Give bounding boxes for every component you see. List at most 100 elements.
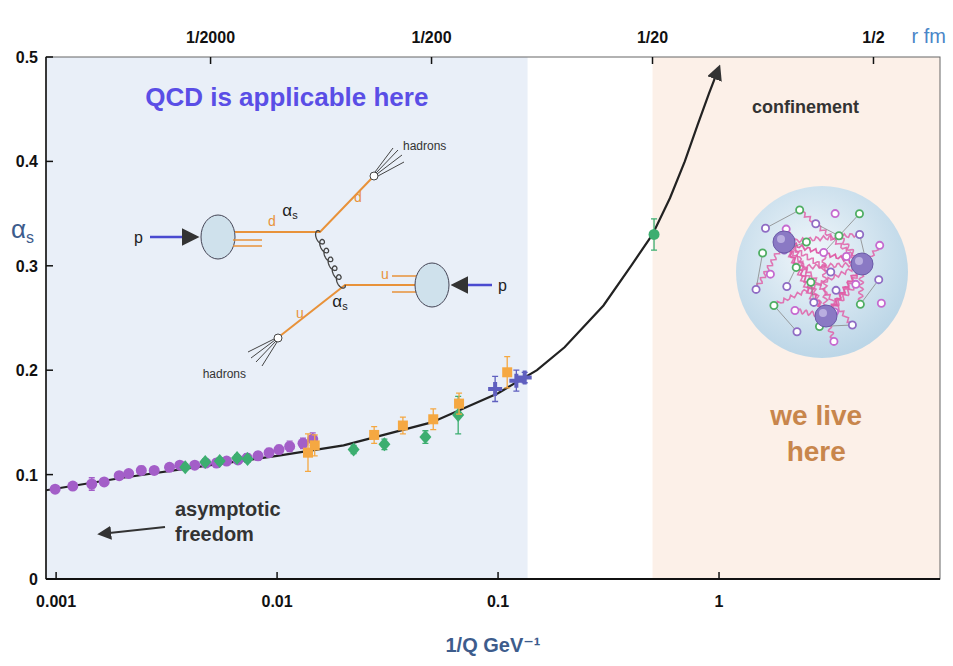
parton (876, 242, 883, 249)
x-tick (497, 572, 499, 579)
parton (843, 253, 850, 260)
data-point (452, 408, 464, 422)
y-tick-label: 0.3 (16, 258, 38, 275)
plot-area (46, 57, 940, 579)
parton (783, 283, 790, 290)
parton (807, 279, 814, 286)
parton (796, 206, 803, 213)
region (653, 57, 940, 579)
data-point (454, 399, 464, 409)
y-tick (46, 369, 53, 371)
y-tick (46, 161, 53, 163)
data-point (231, 451, 243, 465)
jet-vertex (370, 172, 378, 180)
diagram-label: u (381, 266, 389, 282)
parton (752, 286, 759, 293)
parton (849, 321, 856, 328)
gluon-string (838, 236, 862, 264)
quark-line (233, 240, 262, 246)
parton (875, 276, 882, 283)
parton (832, 210, 839, 217)
valence-highlight (777, 235, 785, 243)
valence-highlight (819, 309, 827, 317)
parton (878, 300, 885, 307)
x-axis-title: 1/Q GeV⁻¹ (445, 634, 540, 656)
parton (832, 287, 839, 294)
x-axis (46, 578, 940, 580)
parton (827, 268, 834, 275)
annotation: confinement (752, 97, 859, 117)
parton (852, 281, 859, 288)
data-point (199, 455, 211, 469)
proton-line (150, 236, 196, 239)
parton (810, 299, 817, 306)
region-label: QCD is applicable here (145, 82, 428, 112)
y-axis (45, 57, 47, 579)
valence-quark (773, 231, 795, 253)
y-tick (46, 578, 53, 580)
y-tick (46, 474, 53, 476)
string (765, 210, 799, 228)
gluon (316, 231, 346, 289)
parton (793, 264, 800, 271)
data-point (518, 371, 532, 385)
diagram-label: hadrons (403, 139, 446, 153)
x2-tick-label: 1/2 (862, 29, 884, 46)
data-point (149, 465, 160, 476)
y-axis-title: αs (11, 214, 34, 246)
annotation-arrow (100, 527, 165, 534)
x2-tick-label: 1/200 (412, 29, 452, 46)
parton (830, 338, 837, 345)
data-point (264, 447, 275, 458)
data-point (164, 462, 175, 473)
chart: 00.10.20.30.40.50.0010.010.111/20001/200… (0, 0, 953, 666)
feynman-diagram: pdduuαsαshadronshadronsp (134, 139, 507, 381)
data-point (369, 430, 379, 440)
valence-highlight (855, 257, 863, 265)
x-tick-label: 0.001 (36, 593, 76, 610)
region (46, 57, 528, 579)
data-point (273, 444, 284, 455)
diagram-label: p (498, 277, 507, 294)
x-tick (718, 572, 720, 579)
x2-tick-label: 1/20 (637, 29, 668, 46)
data-point (297, 438, 308, 449)
x-tick (276, 572, 278, 579)
proton-blob (201, 215, 235, 259)
data-point (179, 460, 191, 474)
data-point (242, 452, 254, 466)
data-point (253, 450, 264, 461)
data-point (488, 382, 502, 396)
region-label: we livehere (769, 400, 862, 467)
proton-disc (736, 186, 908, 358)
diagram-label: d (354, 189, 362, 205)
x-tick-label: 0.1 (487, 593, 509, 610)
parton (803, 238, 810, 245)
proton-blob (415, 263, 449, 307)
quark-line (235, 178, 372, 232)
data-point (284, 441, 295, 452)
x-tick (55, 572, 57, 579)
data-point (67, 481, 78, 492)
diagram-label: p (134, 229, 143, 246)
data-point (50, 484, 61, 495)
data-point (214, 454, 226, 468)
data-point (189, 460, 200, 471)
data-point (123, 468, 134, 479)
jet-vertex (274, 334, 282, 342)
parton (812, 220, 819, 227)
parton (820, 249, 827, 256)
y-tick-label: 0.2 (16, 362, 38, 379)
y-tick-label: 0.5 (16, 49, 38, 66)
data-point (114, 470, 125, 481)
parton (856, 210, 863, 217)
x2-tick (652, 57, 654, 64)
data-point (99, 476, 110, 487)
data-point (136, 465, 147, 476)
parton (759, 249, 766, 256)
diagram-label: αs (332, 292, 348, 312)
proton-illustration (736, 186, 908, 358)
jet (248, 339, 277, 366)
diagram-label: hadrons (203, 367, 246, 381)
data-point (649, 229, 660, 240)
